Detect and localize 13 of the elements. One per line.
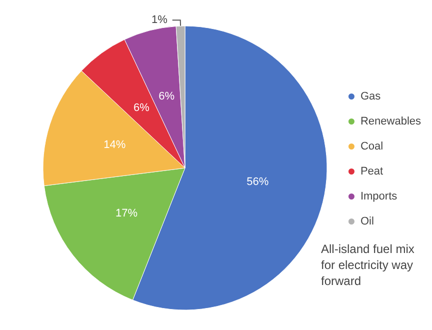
legend-label: Peat: [360, 166, 384, 178]
legend-label: Gas: [360, 90, 382, 102]
legend-label: Imports: [360, 190, 398, 202]
data-label: 6%: [134, 102, 150, 114]
legend-label: Coal: [360, 140, 384, 152]
text: All-island fuel mix for electricity way forward: [321, 242, 418, 288]
data-label: 14%: [104, 139, 126, 152]
data-label: 17%: [116, 207, 138, 220]
data-label: 1%: [151, 14, 168, 26]
legend-label: Renewables: [360, 116, 422, 128]
data-label: 56%: [246, 176, 269, 188]
data-label: 6%: [158, 90, 175, 102]
legend-label: Oil: [360, 216, 374, 228]
